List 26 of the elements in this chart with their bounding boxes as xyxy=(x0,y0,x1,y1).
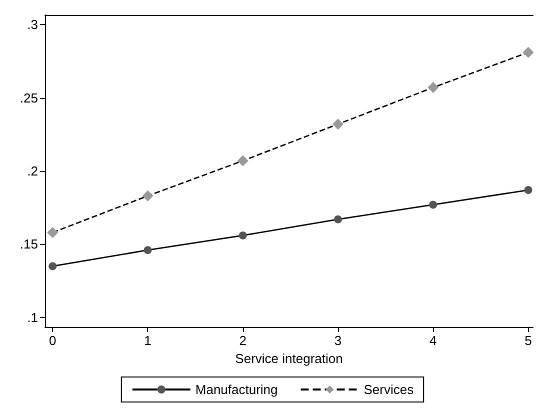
y-tick-label: .15 xyxy=(20,236,38,252)
y-tick-label: .2 xyxy=(27,164,38,178)
x-tick-label: 5 xyxy=(524,333,532,348)
y-tick-label: .3 xyxy=(27,17,38,32)
point xyxy=(47,227,58,238)
x-axis-title: Service integration xyxy=(235,350,343,366)
point xyxy=(238,231,247,240)
point xyxy=(524,186,532,194)
point xyxy=(144,246,152,254)
y-tick-label: .1 xyxy=(27,310,38,325)
y-tick-label: .25 xyxy=(20,90,38,106)
point xyxy=(237,155,248,166)
point xyxy=(332,118,344,130)
x-tick-label: 2 xyxy=(239,333,246,348)
point xyxy=(334,215,342,224)
legend-label: Manufacturing xyxy=(195,382,278,397)
point xyxy=(142,190,154,202)
point xyxy=(522,46,534,58)
x-tick-label: 1 xyxy=(144,333,152,348)
point xyxy=(48,262,57,270)
point xyxy=(429,200,438,209)
x-tick-label: 0 xyxy=(48,333,56,348)
legend-label: Services xyxy=(364,382,414,397)
x-tick-label: 4 xyxy=(430,333,437,348)
x-tick-label: 3 xyxy=(334,333,342,348)
point xyxy=(428,82,439,94)
